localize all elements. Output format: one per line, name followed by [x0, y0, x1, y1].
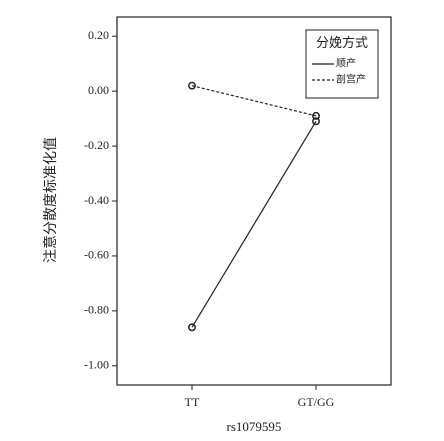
y-tick-label: 0.20: [88, 28, 109, 42]
y-tick-label: -0.20: [84, 138, 109, 152]
series-line: [191, 121, 317, 328]
legend-title: 分娩方式: [316, 35, 368, 50]
series-line: [191, 85, 317, 117]
x-axis-label: rs1079595: [227, 419, 282, 434]
y-tick-label: -0.60: [84, 248, 109, 262]
x-tick-label: TT: [185, 395, 200, 409]
point: [188, 323, 196, 332]
x-tick-label: GT/GG: [298, 395, 335, 409]
legend-label: 剖宫产: [336, 72, 366, 85]
y-tick-label: -1.00: [84, 358, 109, 372]
y-tick-label: -0.40: [84, 193, 109, 207]
point: [188, 81, 196, 90]
point: [312, 111, 320, 120]
y-tick-label: -0.80: [84, 303, 109, 317]
legend-label: 顺产: [336, 56, 356, 69]
y-axis-label: 注意分散度标准化值: [42, 137, 59, 263]
point: [312, 117, 320, 126]
y-tick-label: 0.00: [88, 83, 109, 97]
